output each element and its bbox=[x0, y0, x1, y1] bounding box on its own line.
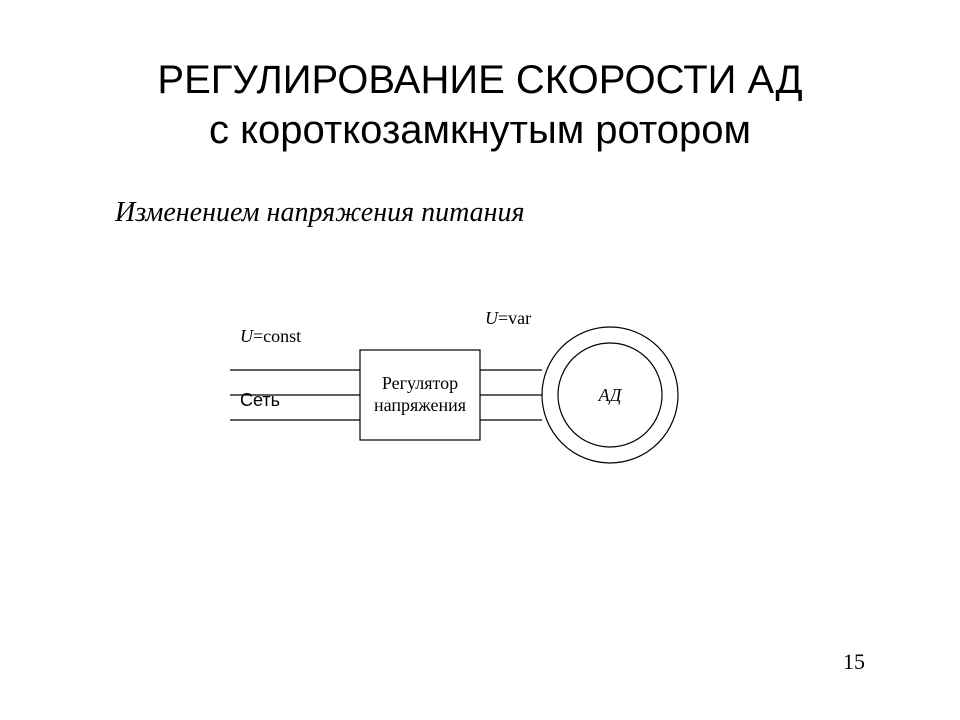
circuit-diagram: Регуляторнапряжения АД U=const Сеть U=var bbox=[210, 300, 750, 520]
slide-subheading: Изменением напряжения питания bbox=[115, 197, 525, 229]
regulator-label-2: напряжения bbox=[374, 395, 466, 415]
regulator-label-1: Регулятор bbox=[382, 373, 458, 393]
slide-title: РЕГУЛИРОВАНИЕ СКОРОСТИ АД с короткозамкн… bbox=[0, 55, 960, 155]
input-top-label: U=const bbox=[240, 326, 301, 346]
input-bottom-label: Сеть bbox=[240, 390, 280, 410]
motor-label: АД bbox=[598, 385, 623, 405]
output-top-label: U=var bbox=[485, 308, 531, 328]
page-number: 15 bbox=[843, 649, 865, 675]
title-line-1: РЕГУЛИРОВАНИЕ СКОРОСТИ АД bbox=[157, 58, 802, 102]
diagram-svg: Регуляторнапряжения АД U=const Сеть U=var bbox=[210, 300, 750, 520]
title-line-2: с короткозамкнутым ротором bbox=[209, 108, 751, 152]
slide: РЕГУЛИРОВАНИЕ СКОРОСТИ АД с короткозамкн… bbox=[0, 0, 960, 720]
